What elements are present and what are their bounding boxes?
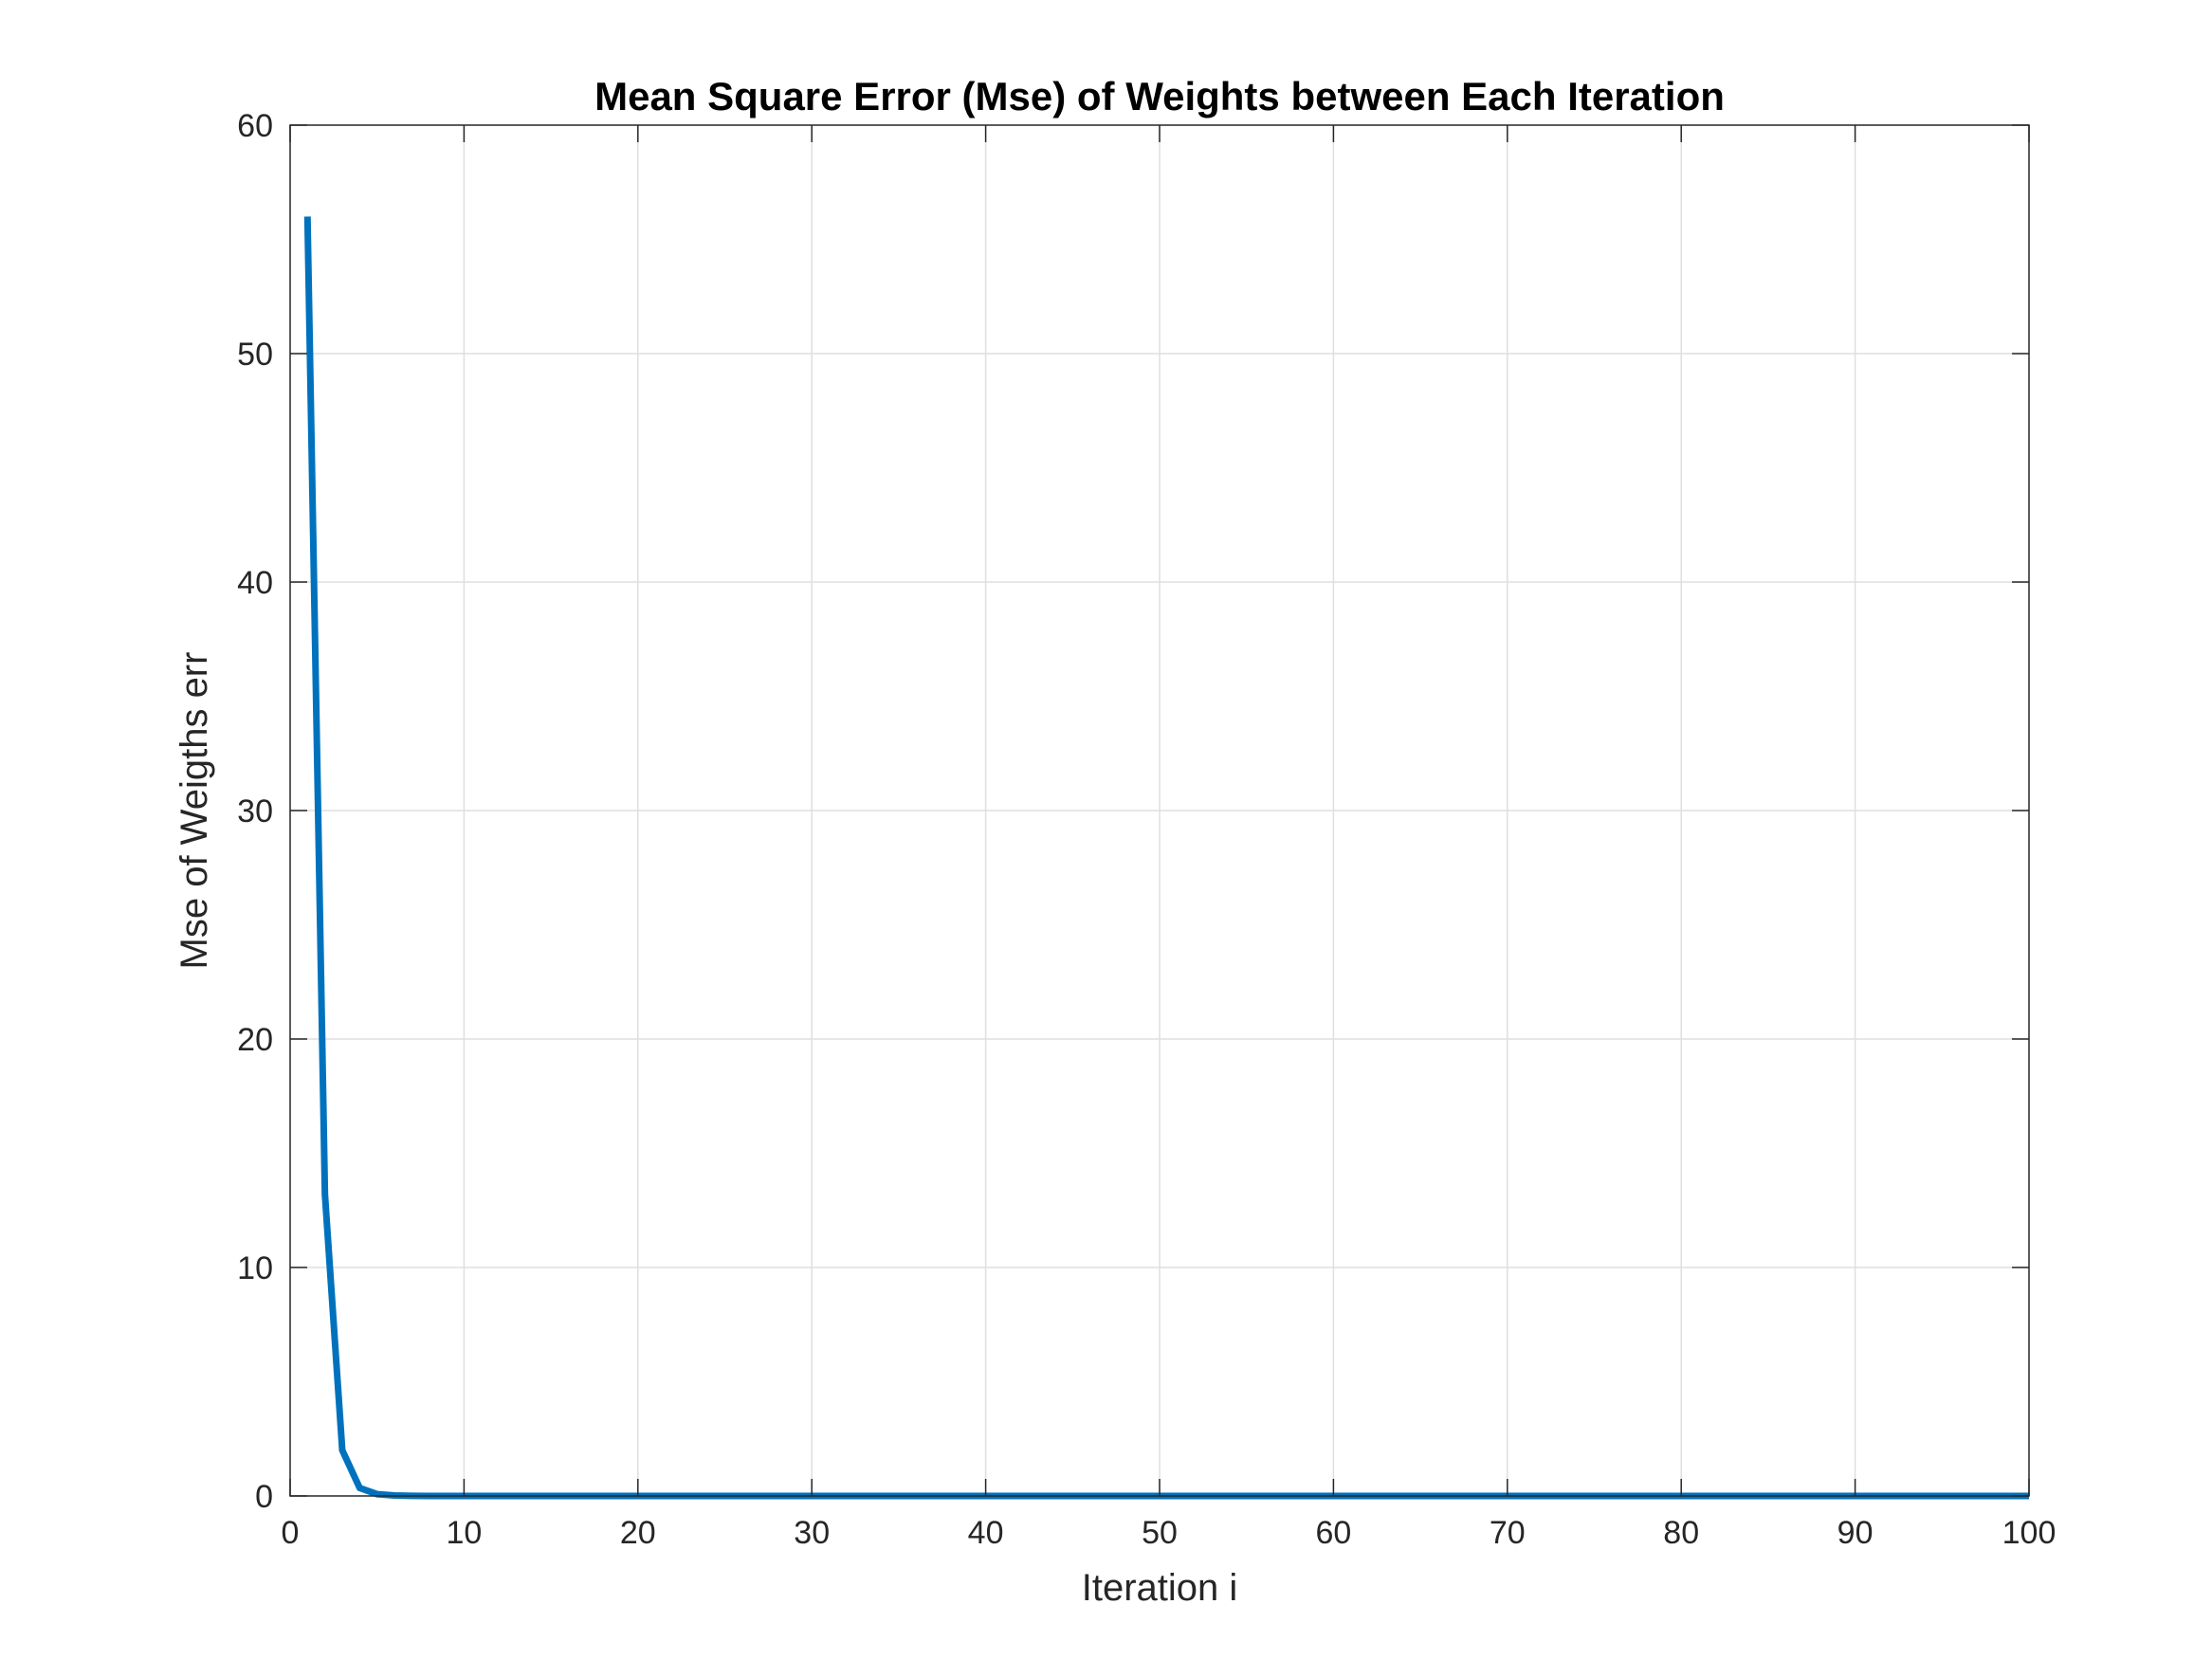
x-tick-label: 0	[282, 1515, 300, 1551]
chart-title: Mean Square Error (Mse) of Weights betwe…	[594, 74, 1725, 118]
x-tick-label: 90	[1837, 1515, 1874, 1551]
ticks: 0 10 20 30 40 50 60 70 80 90 100 0 10 20 30 40 50 60	[237, 108, 2056, 1551]
x-tick-label: 40	[968, 1515, 1004, 1551]
x-tick-label: 50	[1142, 1515, 1178, 1551]
grid	[290, 125, 2029, 1496]
x-tick-label: 100	[2002, 1515, 2057, 1551]
y-axis-label: Mse of Weigths err	[174, 652, 215, 970]
x-tick-label: 60	[1315, 1515, 1351, 1551]
x-tick-label: 10	[446, 1515, 482, 1551]
x-tick-label: 20	[620, 1515, 656, 1551]
y-tick-label: 10	[237, 1250, 273, 1286]
y-tick-label: 60	[237, 108, 273, 144]
x-tick-label: 30	[794, 1515, 830, 1551]
y-tick-label: 0	[255, 1479, 273, 1515]
y-tick-label: 40	[237, 565, 273, 601]
series-layer	[303, 216, 2029, 1500]
y-tick-label: 50	[237, 337, 273, 373]
y-tick-label: 30	[237, 793, 273, 830]
x-axis-label: Iteration i	[1082, 1567, 1238, 1609]
y-tick-label: 20	[237, 1022, 273, 1058]
x-tick-label: 70	[1490, 1515, 1526, 1551]
x-tick-label: 80	[1663, 1515, 1699, 1551]
series-line	[303, 216, 2029, 1500]
